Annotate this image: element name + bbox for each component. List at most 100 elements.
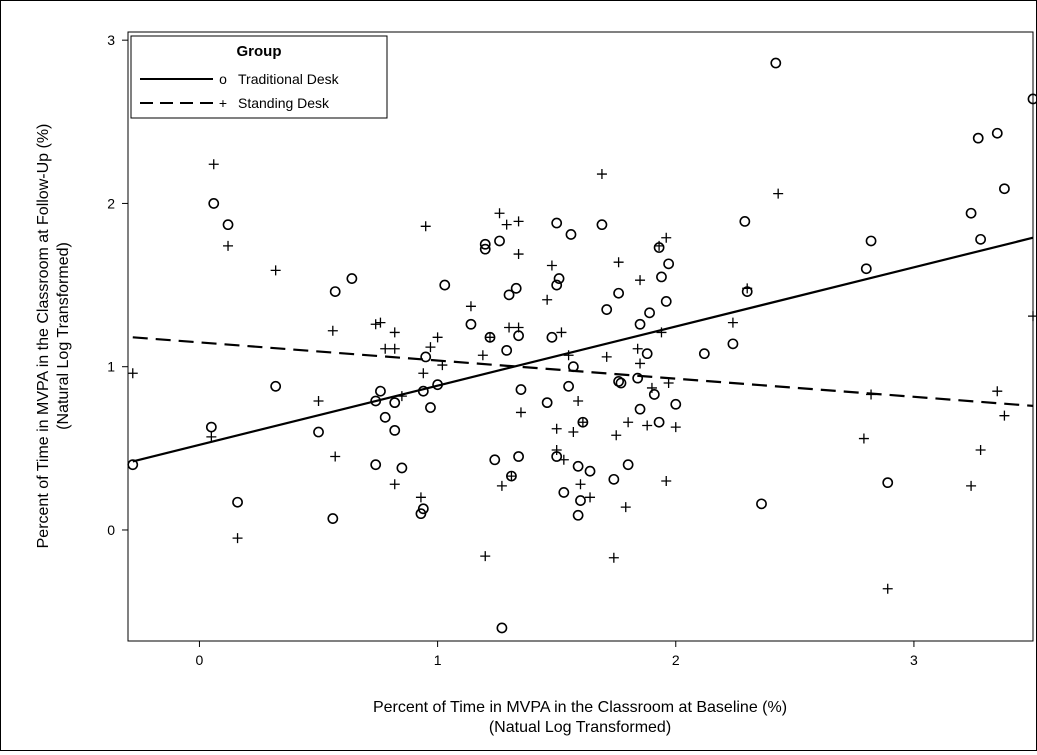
point-standing-desk	[858, 433, 869, 444]
point-standing-desk	[661, 232, 672, 243]
y-tick-label: 3	[107, 32, 115, 48]
data-points	[127, 57, 1037, 634]
fit-line-standing-desk	[132, 336, 1034, 407]
legend-box	[130, 35, 388, 119]
y-axis-title-line-1: Percent of Time in MVPA in the Classroom…	[35, 124, 52, 549]
point-standing-desk	[513, 249, 524, 260]
point-traditional-desk	[551, 217, 563, 229]
point-standing-desk	[389, 327, 400, 338]
point-traditional-desk	[329, 286, 341, 298]
point-traditional-desk	[641, 348, 653, 360]
point-traditional-desk	[232, 496, 243, 508]
point-standing-desk	[477, 350, 488, 361]
point-standing-desk	[646, 382, 657, 393]
legend: Group o Traditional Desk + Standing Desk	[130, 35, 388, 119]
point-standing-desk	[504, 322, 515, 333]
point-traditional-desk	[648, 389, 660, 400]
point-standing-desk	[546, 260, 557, 271]
point-traditional-desk	[975, 233, 987, 245]
point-standing-desk	[596, 169, 607, 180]
fit-line-traditional-desk	[132, 236, 1034, 463]
point-traditional-desk	[327, 513, 339, 524]
point-traditional-desk	[972, 132, 984, 144]
point-traditional-desk	[501, 344, 513, 356]
point-traditional-desk	[346, 273, 358, 284]
point-traditional-desk	[572, 460, 584, 472]
legend-label-traditional-desk: Traditional Desk	[238, 71, 340, 87]
point-traditional-desk	[375, 385, 386, 397]
x-tick-label: 1	[434, 652, 442, 668]
point-traditional-desk	[389, 397, 401, 409]
y-tick-label: 1	[107, 359, 115, 375]
point-standing-desk	[577, 417, 588, 428]
point-traditional-desk	[432, 379, 444, 391]
point-standing-desk	[513, 322, 524, 333]
point-traditional-desk	[572, 509, 584, 521]
point-standing-desk	[515, 407, 526, 418]
point-traditional-desk	[608, 473, 620, 485]
point-standing-desk	[542, 294, 553, 305]
point-traditional-desk	[656, 271, 667, 283]
point-standing-desk	[966, 480, 977, 491]
point-traditional-desk	[127, 459, 139, 471]
point-traditional-desk	[313, 426, 324, 438]
point-traditional-desk	[660, 295, 672, 307]
point-standing-desk	[465, 301, 476, 312]
point-standing-desk	[506, 471, 517, 482]
point-standing-desk	[727, 317, 738, 328]
point-traditional-desk	[205, 421, 217, 433]
point-standing-desk	[635, 358, 646, 369]
x-axis-title-line-2: (Natual Log Transformed)	[489, 719, 671, 736]
point-traditional-desk	[770, 57, 782, 69]
point-standing-desk	[425, 342, 436, 353]
point-standing-desk	[380, 343, 391, 354]
point-standing-desk	[418, 368, 429, 379]
point-standing-desk	[389, 343, 400, 354]
point-traditional-desk	[575, 495, 586, 506]
point-traditional-desk	[634, 403, 646, 415]
point-standing-desk	[742, 283, 753, 294]
x-tick-label: 3	[910, 652, 918, 668]
y-axis-title: Percent of Time in MVPA in the Classroom…	[35, 124, 72, 549]
point-traditional-desk	[601, 304, 613, 315]
point-standing-desk	[642, 420, 653, 431]
point-traditional-desk	[496, 622, 508, 634]
point-standing-desk	[563, 350, 574, 361]
point-traditional-desk	[396, 462, 408, 474]
point-standing-desk	[513, 216, 524, 227]
point-traditional-desk	[510, 282, 522, 294]
point-standing-desk	[663, 378, 674, 389]
point-standing-desk	[611, 430, 622, 441]
point-standing-desk	[415, 492, 426, 503]
point-traditional-desk	[698, 348, 710, 360]
point-standing-desk	[551, 444, 562, 455]
legend-circle-marker: o	[219, 71, 227, 87]
point-standing-desk	[232, 533, 243, 544]
point-traditional-desk	[756, 498, 767, 510]
x-axis-ticks: 0 1 2 3	[196, 641, 918, 668]
point-traditional-desk	[567, 361, 579, 373]
point-standing-desk	[396, 391, 407, 402]
point-traditional-desk	[563, 380, 574, 392]
point-traditional-desk	[965, 207, 977, 219]
legend-label-standing-desk: Standing Desk	[238, 95, 330, 111]
point-traditional-desk	[503, 289, 515, 301]
point-traditional-desk	[565, 229, 577, 240]
point-traditional-desk	[513, 451, 524, 462]
y-axis-ticks: 0 1 2 3	[107, 32, 128, 538]
point-standing-desk	[661, 475, 672, 486]
point-traditional-desk	[439, 279, 451, 291]
point-standing-desk	[327, 325, 338, 336]
point-standing-desk	[992, 386, 1003, 397]
point-standing-desk	[866, 389, 877, 400]
point-traditional-desk	[860, 263, 872, 275]
point-traditional-desk	[546, 331, 558, 343]
point-traditional-desk	[208, 198, 220, 209]
point-standing-desk	[585, 492, 596, 503]
point-standing-desk	[375, 317, 386, 328]
point-traditional-desk	[553, 273, 565, 284]
point-traditional-desk	[494, 235, 505, 247]
point-standing-desk	[773, 188, 784, 199]
point-standing-desk	[432, 332, 443, 343]
